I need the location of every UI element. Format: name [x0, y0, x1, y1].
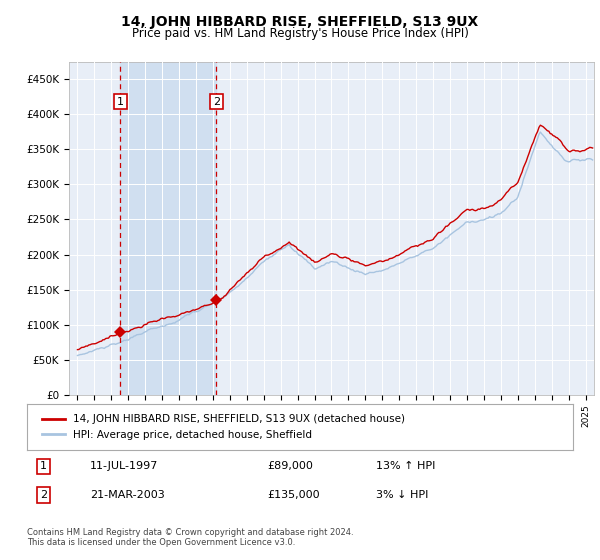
Text: 14, JOHN HIBBARD RISE, SHEFFIELD, S13 9UX: 14, JOHN HIBBARD RISE, SHEFFIELD, S13 9U…: [121, 15, 479, 29]
Text: 1: 1: [40, 461, 47, 472]
Text: 2: 2: [40, 490, 47, 500]
Text: 2: 2: [213, 96, 220, 106]
Text: £135,000: £135,000: [267, 490, 320, 500]
Text: 11-JUL-1997: 11-JUL-1997: [90, 461, 158, 472]
Bar: [121, 62, 217, 395]
Text: 1: 1: [117, 96, 124, 106]
Text: Contains HM Land Registry data © Crown copyright and database right 2024.
This d: Contains HM Land Registry data © Crown c…: [27, 528, 353, 547]
Text: Price paid vs. HM Land Registry's House Price Index (HPI): Price paid vs. HM Land Registry's House …: [131, 27, 469, 40]
Text: 21-MAR-2003: 21-MAR-2003: [90, 490, 164, 500]
Text: 3% ↓ HPI: 3% ↓ HPI: [376, 490, 429, 500]
Text: £89,000: £89,000: [267, 461, 313, 472]
Text: 13% ↑ HPI: 13% ↑ HPI: [376, 461, 436, 472]
Legend: 14, JOHN HIBBARD RISE, SHEFFIELD, S13 9UX (detached house), HPI: Average price, : 14, JOHN HIBBARD RISE, SHEFFIELD, S13 9U…: [38, 410, 409, 444]
